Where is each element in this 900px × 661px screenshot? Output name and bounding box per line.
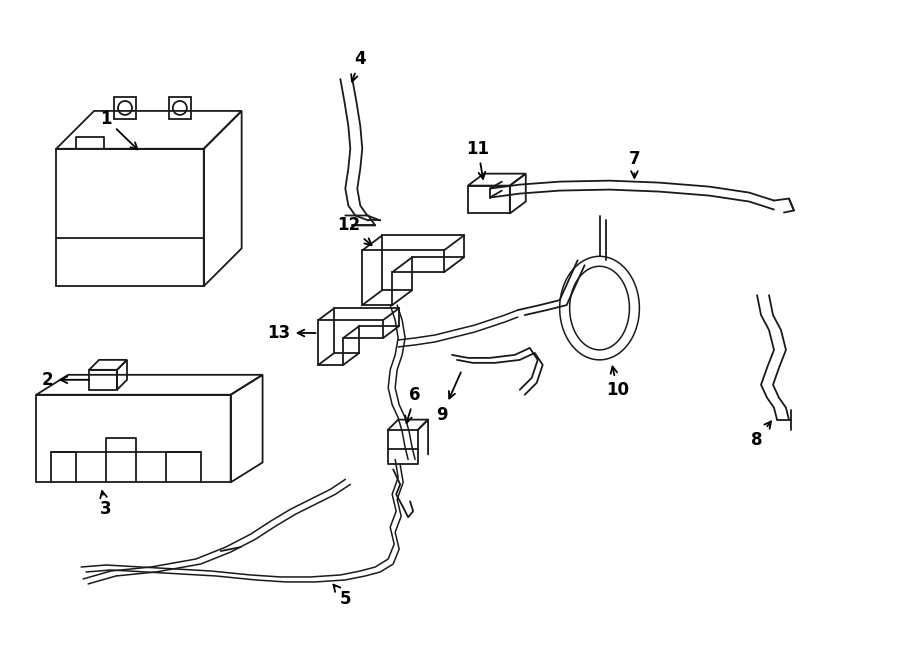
Text: 1: 1 (100, 110, 138, 149)
Text: 3: 3 (100, 491, 112, 518)
Text: 8: 8 (752, 422, 771, 449)
Text: 4: 4 (351, 50, 366, 81)
Text: 7: 7 (628, 150, 640, 178)
Text: 10: 10 (606, 367, 629, 399)
Text: 11: 11 (466, 139, 490, 179)
Text: 5: 5 (333, 584, 351, 608)
Text: 6: 6 (405, 386, 421, 423)
Text: 13: 13 (267, 324, 316, 342)
Text: 12: 12 (337, 216, 372, 245)
Text: 9: 9 (436, 372, 461, 424)
Text: 2: 2 (41, 371, 88, 389)
